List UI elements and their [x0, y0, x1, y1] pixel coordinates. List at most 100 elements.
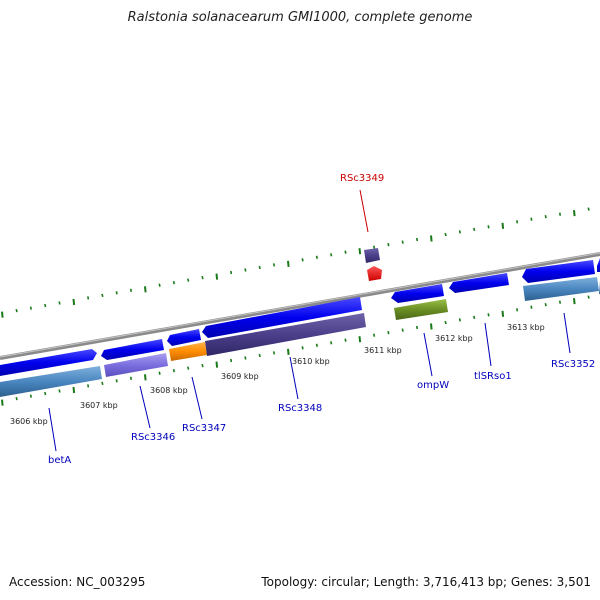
- minor-tick: [415, 325, 419, 330]
- gene-label-tlSRso1[interactable]: tlSRso1: [474, 371, 512, 382]
- minor-tick: [187, 278, 190, 282]
- gene-label-RSc3348[interactable]: RSc3348: [278, 403, 322, 414]
- gene-tlSRso1[interactable]: [449, 273, 509, 293]
- gene-RSc3347[interactable]: [167, 329, 201, 346]
- minor-tick: [101, 293, 104, 298]
- tick-label: 3607 kbp: [80, 401, 118, 410]
- minor-tick: [330, 341, 333, 345]
- major-tick: [358, 336, 362, 343]
- minor-tick: [387, 242, 390, 247]
- minor-tick: [315, 255, 318, 259]
- leader-RSc3348: [289, 356, 299, 400]
- minor-tick: [401, 240, 404, 244]
- minor-tick: [544, 215, 547, 219]
- minor-tick: [444, 232, 447, 237]
- minor-tick: [587, 295, 590, 299]
- minor-tick: [87, 384, 90, 388]
- minor-tick: [29, 394, 32, 398]
- feature-RSc3348[interactable]: [205, 313, 366, 356]
- minor-tick: [473, 315, 476, 320]
- tick-label: 3608 kbp: [150, 386, 188, 395]
- major-tick: [72, 298, 76, 306]
- major-tick: [215, 273, 219, 280]
- gene-next[interactable]: [597, 258, 600, 272]
- gene-betA[interactable]: [0, 349, 97, 376]
- genome-summary-text: Topology: circular; Length: 3,716,413 bp…: [261, 575, 591, 589]
- minor-tick: [187, 366, 190, 370]
- feature-RSc3346[interactable]: [104, 353, 168, 377]
- minor-tick: [44, 303, 47, 308]
- minor-tick: [129, 376, 133, 380]
- major-tick: [144, 374, 147, 381]
- tick-label: 3606 kbp: [10, 417, 48, 426]
- minor-tick: [15, 396, 18, 401]
- major-tick: [430, 323, 433, 330]
- gene-label-RSc3352[interactable]: RSc3352: [551, 359, 595, 370]
- feature-RSc3349-box[interactable]: [364, 248, 380, 263]
- minor-tick: [587, 207, 590, 211]
- minor-tick: [230, 270, 233, 275]
- gene-label-ompW[interactable]: ompW: [417, 380, 449, 391]
- feature-ompW[interactable]: [394, 299, 448, 320]
- gene-RSc3348[interactable]: [202, 297, 362, 338]
- major-tick: [501, 310, 505, 317]
- minor-tick: [258, 353, 261, 358]
- minor-tick: [373, 245, 376, 249]
- leader-RSc3352: [563, 312, 571, 354]
- minor-tick: [387, 330, 390, 335]
- minor-tick: [487, 225, 490, 229]
- minor-tick: [258, 265, 261, 270]
- gene-RSc3346[interactable]: [101, 339, 164, 360]
- gene-RSc3349[interactable]: [367, 266, 382, 281]
- major-tick: [287, 260, 290, 267]
- tick-label: 3613 kbp: [507, 323, 545, 332]
- minor-tick: [172, 369, 175, 373]
- minor-tick: [373, 333, 376, 337]
- leader-RSc3347: [191, 376, 203, 420]
- upper-dotted-track: [1, 207, 590, 318]
- tick-label: 3612 kbp: [435, 334, 473, 343]
- tick-label: 3609 kbp: [221, 372, 259, 381]
- gene-label-betA[interactable]: betA: [48, 455, 71, 466]
- major-tick: [430, 235, 433, 242]
- minor-tick: [201, 363, 204, 368]
- minor-tick: [101, 381, 104, 386]
- tick-label: 3610 kbp: [292, 357, 330, 366]
- feature-betA[interactable]: [0, 366, 102, 397]
- minor-tick: [530, 305, 533, 309]
- leader-ompW: [423, 332, 433, 377]
- minor-tick: [129, 288, 133, 292]
- minor-tick: [44, 391, 47, 396]
- minor-tick: [244, 356, 247, 360]
- minor-tick: [272, 263, 276, 267]
- accession-text: Accession: NC_003295: [9, 575, 146, 589]
- major-tick: [215, 361, 219, 368]
- minor-tick: [458, 318, 461, 322]
- major-tick: [1, 311, 4, 318]
- minor-tick: [330, 253, 333, 257]
- feature-RSc3352[interactable]: [523, 277, 599, 301]
- minor-tick: [15, 308, 18, 313]
- gene-RSc3352[interactable]: [522, 260, 595, 283]
- minor-tick: [87, 296, 90, 300]
- minor-tick: [344, 250, 347, 254]
- gene-label-RSc3347[interactable]: RSc3347: [182, 423, 226, 434]
- minor-tick: [158, 283, 161, 287]
- major-tick: [501, 222, 505, 229]
- minor-tick: [244, 268, 247, 272]
- minor-tick: [558, 212, 562, 216]
- minor-tick: [544, 303, 547, 307]
- feature-RSc3347[interactable]: [169, 342, 207, 361]
- minor-tick: [58, 301, 61, 305]
- gene-label-RSc3349[interactable]: RSc3349: [340, 173, 384, 184]
- gene-ompW[interactable]: [391, 284, 444, 303]
- gene-label-RSc3346[interactable]: RSc3346: [131, 432, 175, 443]
- gene-labels: betA RSc3346 RSc3347 RSc3348 ompW tlSRso…: [48, 173, 595, 466]
- major-tick: [1, 399, 4, 406]
- minor-tick: [115, 291, 118, 295]
- minor-tick: [315, 343, 318, 347]
- minor-tick: [115, 379, 118, 383]
- tick-label: 3611 kbp: [364, 346, 402, 355]
- leader-betA: [48, 407, 57, 452]
